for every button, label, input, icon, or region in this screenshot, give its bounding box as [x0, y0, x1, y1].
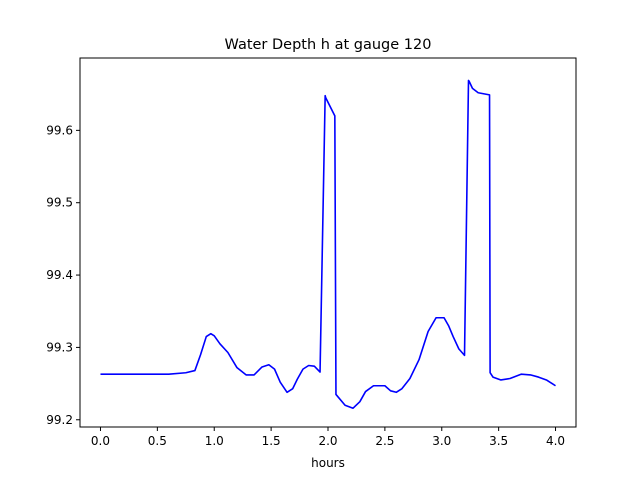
x-tick-label: 3.0	[432, 434, 451, 448]
x-tick-label: 1.0	[205, 434, 224, 448]
x-axis-ticks: 0.0 0.5 1.0 1.5 2.0 2.5 3.0 3.5 4.0	[91, 427, 565, 448]
x-tick-label: 2.5	[375, 434, 394, 448]
y-tick-label: 99.6	[46, 123, 73, 137]
y-tick-label: 99.2	[46, 413, 73, 427]
x-axis-label: hours	[311, 456, 345, 470]
x-tick-label: 0.0	[91, 434, 110, 448]
y-axis-ticks: 99.2 99.3 99.4 99.5 99.6	[46, 123, 80, 427]
y-tick-label: 99.5	[46, 196, 73, 210]
x-tick-label: 2.0	[318, 434, 337, 448]
chart-title: Water Depth h at gauge 120	[225, 37, 432, 53]
plot-area	[100, 79, 556, 409]
x-tick-label: 4.0	[546, 434, 565, 448]
x-tick-label: 3.5	[489, 434, 508, 448]
x-tick-label: 0.5	[148, 434, 167, 448]
x-tick-label: 1.5	[262, 434, 281, 448]
series-line-0	[100, 79, 556, 409]
y-tick-label: 99.3	[46, 340, 73, 354]
y-tick-label: 99.4	[46, 268, 73, 282]
